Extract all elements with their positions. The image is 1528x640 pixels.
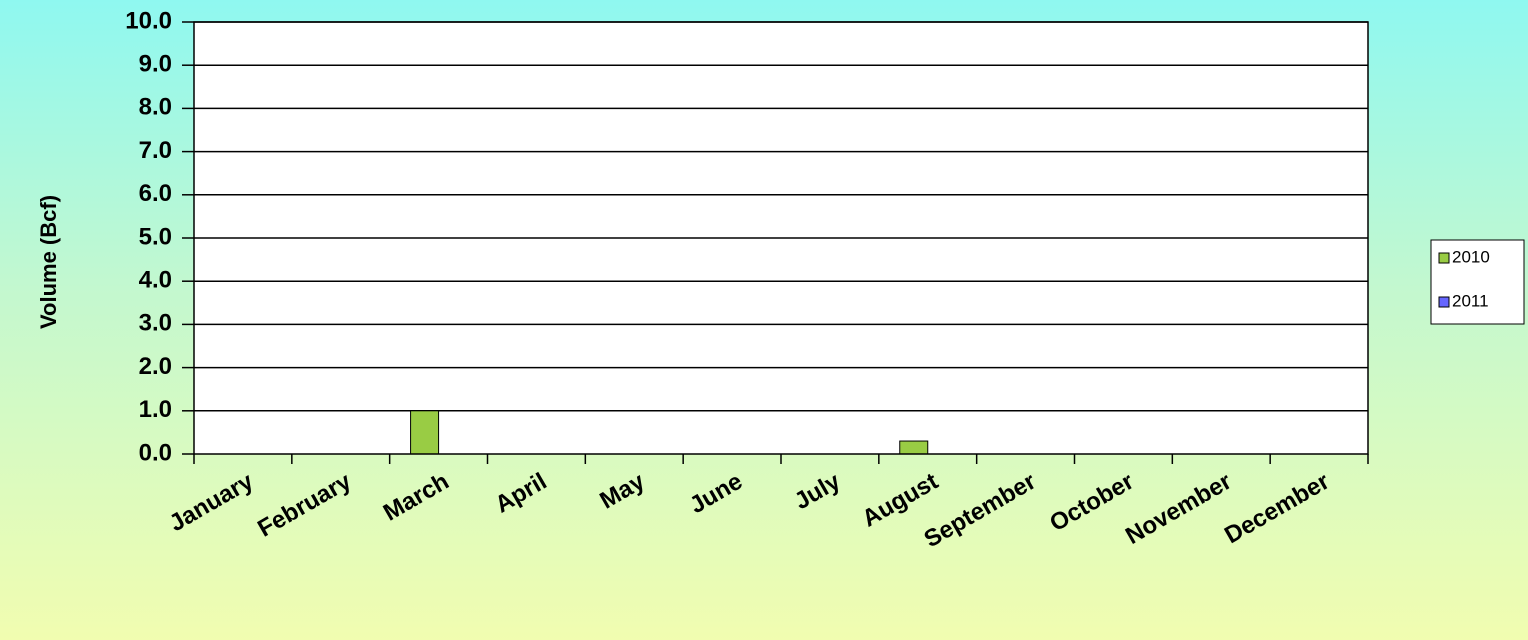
x-tick-label: May xyxy=(595,467,649,514)
y-axis-label: Volume (Bcf) xyxy=(36,195,61,329)
legend-swatch xyxy=(1438,252,1450,264)
y-tick-label: 3.0 xyxy=(139,310,172,337)
x-tick-label: July xyxy=(790,467,846,515)
x-tick-label: April xyxy=(491,468,552,519)
x-tick-label: March xyxy=(379,468,454,527)
y-tick-label: 0.0 xyxy=(139,439,172,466)
x-tick-label: June xyxy=(685,468,747,519)
y-tick-label: 8.0 xyxy=(139,94,172,121)
y-tick-label: 5.0 xyxy=(139,223,172,250)
x-tick-label: December xyxy=(1220,468,1334,549)
bars xyxy=(410,410,929,455)
y-tick-label: 6.0 xyxy=(139,180,172,207)
y-tick-label: 10.0 xyxy=(125,7,172,34)
x-tick-label: January xyxy=(165,467,259,537)
legend-label: 2011 xyxy=(1452,291,1489,310)
x-tick-label: November xyxy=(1121,468,1236,550)
legend: 2010 2011 xyxy=(1430,239,1525,325)
y-axis-ticks: 0.0 1.0 2.0 3.0 4.0 5.0 6.0 7.0 8.0 9.0 10.0 xyxy=(125,7,194,466)
bar-2010-august xyxy=(899,440,929,455)
x-tick-label: September xyxy=(920,468,1041,553)
y-tick-label: 9.0 xyxy=(139,51,172,78)
legend-swatch xyxy=(1438,296,1450,308)
bar-2010-march xyxy=(410,410,440,455)
y-tick-label: 1.0 xyxy=(139,396,172,423)
y-tick-label: 2.0 xyxy=(139,353,172,380)
x-tick-label: February xyxy=(253,467,356,542)
y-tick-label: 7.0 xyxy=(139,137,172,164)
legend-label: 2010 xyxy=(1452,247,1490,266)
y-tick-label: 4.0 xyxy=(139,267,172,294)
